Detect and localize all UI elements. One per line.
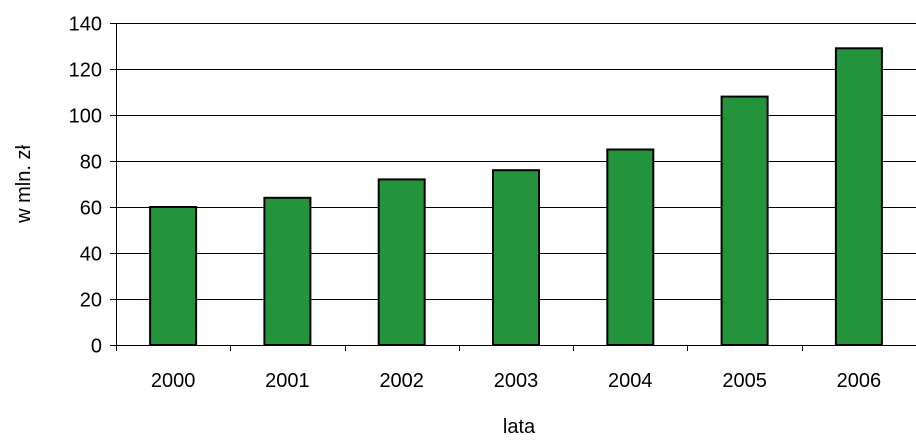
x-axis-label: lata <box>503 416 536 438</box>
x-tick-label: 2002 <box>379 370 424 392</box>
x-tick-label: 2004 <box>608 370 653 392</box>
y-tick-label: 0 <box>91 336 102 358</box>
bar-2001 <box>263 196 312 346</box>
y-axis-label: w mln. zł <box>13 145 35 224</box>
axes <box>110 23 916 351</box>
y-tick-label: 20 <box>80 290 102 312</box>
y-tick-label: 80 <box>80 152 102 174</box>
x-tick-label: 2003 <box>494 370 539 392</box>
bar-2004 <box>606 148 655 346</box>
y-tick-labels: 0 20 40 60 80 100 120 140 <box>69 14 102 358</box>
bar-2005 <box>720 95 769 346</box>
bar-2003 <box>492 169 540 346</box>
x-tick-labels: 2000 2001 2002 2003 2004 2005 2006 <box>151 370 881 392</box>
y-tick-label: 40 <box>80 244 102 266</box>
x-tick-label: 2000 <box>151 370 196 392</box>
x-tick-label: 2006 <box>837 370 882 392</box>
bar-2002 <box>377 178 426 346</box>
y-tick-label: 140 <box>69 14 102 36</box>
y-tick-label: 120 <box>69 60 102 82</box>
y-tick-label: 100 <box>69 106 102 128</box>
bars <box>149 47 883 347</box>
bar-2006 <box>834 47 883 347</box>
bar-2000 <box>149 206 198 346</box>
x-tick-label: 2001 <box>265 370 310 392</box>
y-tick-label: 60 <box>80 198 102 220</box>
x-tick-label: 2005 <box>722 370 767 392</box>
